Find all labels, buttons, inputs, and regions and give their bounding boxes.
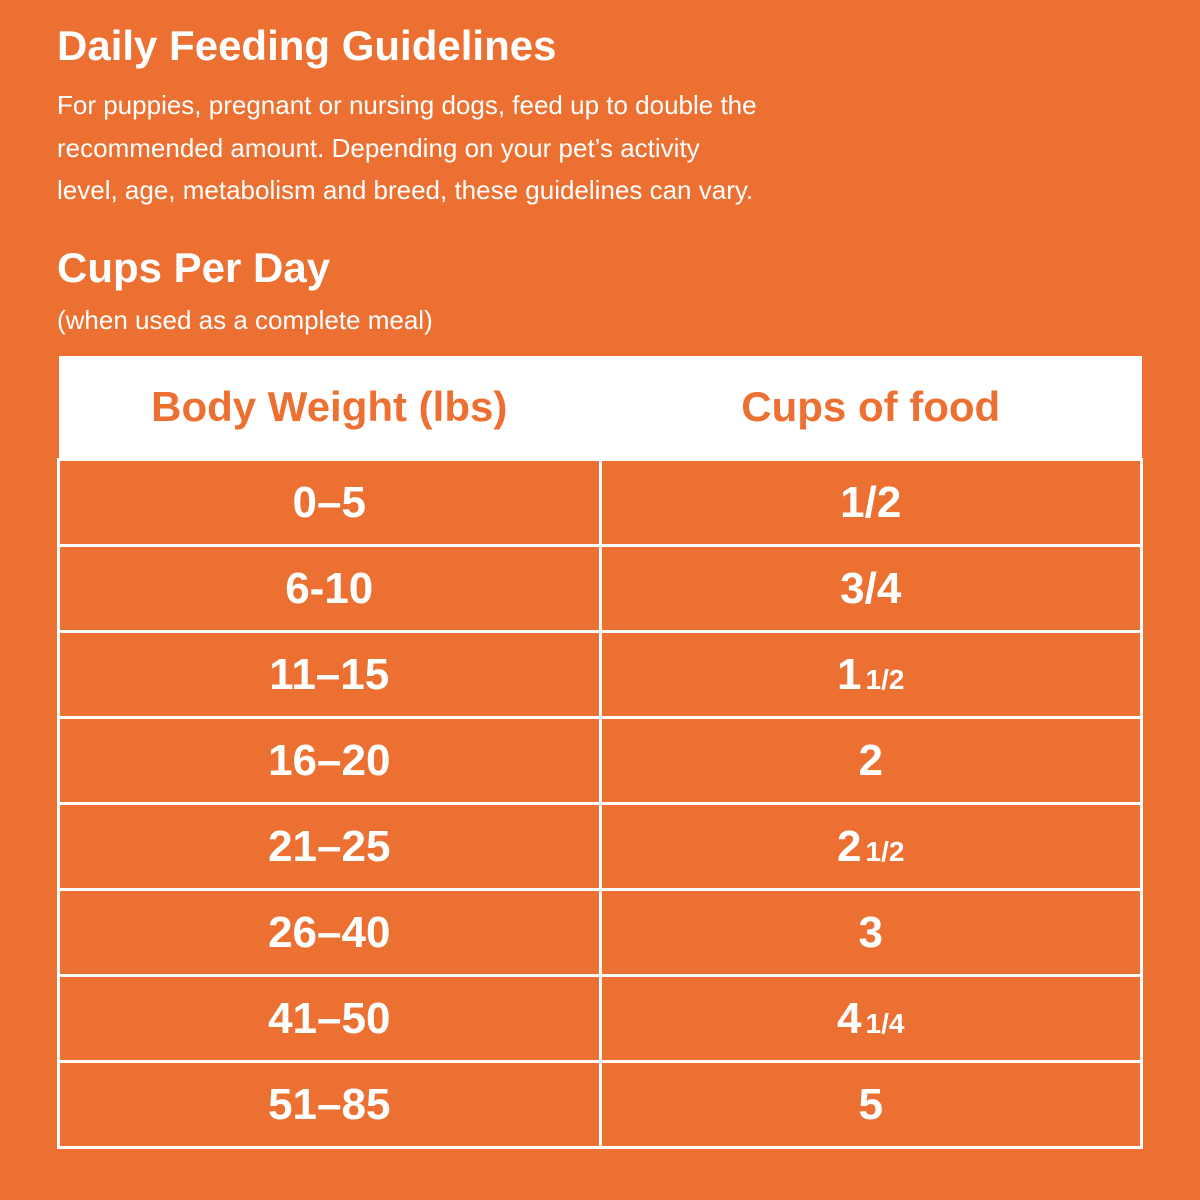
cups-cell: 5 [598,1060,1143,1149]
cups-cell: 3 [598,888,1143,977]
table-row: 21–25 2 1/2 [57,802,1143,891]
cups-fraction: 1/4 [865,1007,905,1039]
table-row: 41–50 4 1/4 [57,974,1143,1063]
cups-cell: 4 1/4 [598,974,1143,1063]
cups-whole: 2 [837,821,862,871]
cups-fraction: 1/2 [865,835,905,867]
weight-cell: 11–15 [57,630,602,719]
table-row: 0–5 1/2 [57,458,1143,547]
weight-cell: 6-10 [57,544,602,633]
weight-cell: 0–5 [57,458,602,547]
table-row: 11–15 1 1/2 [57,630,1143,719]
column-header: Cups of food [600,356,1142,460]
section-subtitle: (when used as a complete meal) [57,305,433,335]
table-row: 51–85 5 [57,1060,1143,1149]
weight-cell: 26–40 [57,888,602,977]
description-line: recommended amount. Depending on your pe… [57,132,700,163]
section-title: Cups Per Day [57,244,331,291]
cups-cell: 3/4 [598,544,1143,633]
cups-cell: 2 [598,716,1143,805]
cups-fraction: 1/2 [865,663,905,695]
column-header: Body Weight (lbs) [58,356,600,460]
table-row: 26–40 3 [57,888,1143,977]
table-row: 16–20 2 [57,716,1143,805]
cups-whole: 4 [837,993,862,1043]
header-row: Body Weight (lbs) Cups of food [58,356,1142,460]
cups-cell: 1/2 [598,458,1143,547]
description-line: For puppies, pregnant or nursing dogs, f… [57,90,757,120]
weight-cell: 41–50 [57,974,602,1063]
feeding-table: Body Weight (lbs) Cups of food 0–5 1/2 6-1… [57,356,1143,1149]
description: For puppies, pregnant or nursing dogs, f… [57,84,757,212]
table-row: 6-10 3/4 [57,544,1143,633]
weight-cell: 51–85 [57,1060,602,1149]
description-line: level, age, metabolism and breed, these … [57,175,754,205]
cups-whole: 1 [837,649,862,699]
cups-cell: 1 1/2 [598,630,1143,719]
title: Daily Feeding Guidelines [57,22,557,69]
weight-cell: 21–25 [57,802,602,891]
weight-cell: 16–20 [57,716,602,805]
cups-cell: 2 1/2 [598,802,1143,891]
